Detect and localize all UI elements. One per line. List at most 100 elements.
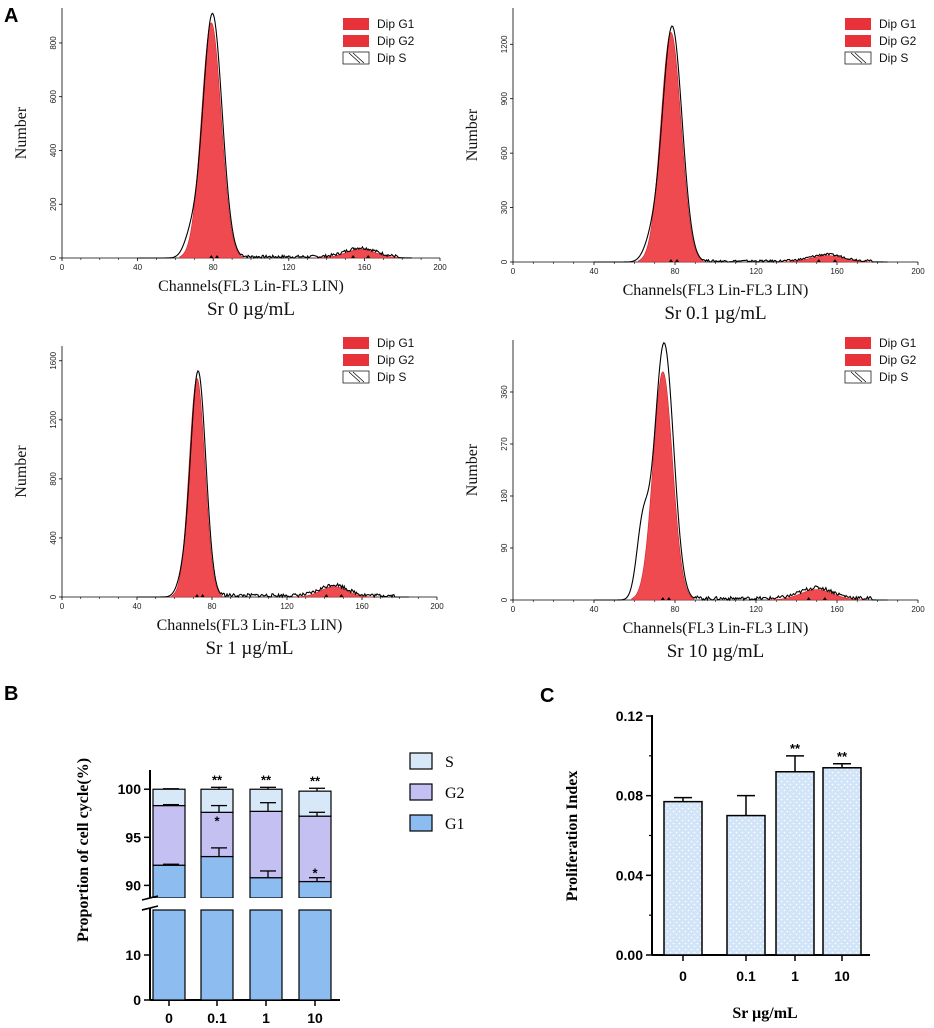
legend-label: Dip S — [879, 51, 908, 65]
legend-label: Dip G2 — [879, 34, 917, 48]
g1-peak-area — [631, 371, 695, 601]
baseline-marker — [209, 255, 214, 258]
baseline-marker — [214, 255, 219, 258]
stacked-bar-chart-b: 90951000100***0.1**1***10SG2G1Proportion… — [75, 752, 465, 1026]
baseline-marker — [668, 259, 673, 262]
total-outline — [137, 12, 412, 259]
y-tick-label: 800 — [49, 36, 58, 50]
bar-s — [152, 788, 186, 807]
y-tick-label: 600 — [49, 89, 58, 103]
x-tick-label: 40 — [133, 263, 142, 272]
x-tick-label: 0.1 — [207, 1010, 227, 1026]
y-tick-label: 0.00 — [616, 947, 643, 963]
axis-break-mark — [141, 895, 159, 901]
y-tick-label: 0.04 — [616, 867, 643, 883]
x-tick-label: 80 — [208, 602, 217, 611]
significance-star: ** — [837, 749, 848, 764]
y-tick-label: 0 — [49, 255, 58, 260]
x-tick-label: 120 — [749, 605, 763, 614]
legend-hatch-line — [348, 371, 361, 383]
histogram-sr-1: 0 40 80 120 160 200 0 400 800 1200 1600 Dip G1 Dip G… — [13, 336, 444, 659]
x-tick-label: 200 — [911, 605, 925, 614]
legend-label: G1 — [445, 816, 465, 833]
y-axis-label: Number — [464, 108, 481, 161]
bar-g1-lower — [152, 909, 186, 1001]
legend-label: Dip G1 — [377, 17, 415, 31]
legend-swatch-red — [845, 35, 871, 47]
y-tick-label: 0 — [49, 594, 58, 599]
legend-hatch-line — [854, 371, 867, 383]
legend-swatch-hatch — [342, 51, 370, 65]
panel-label-c: C — [540, 685, 554, 707]
significance-star: ** — [261, 772, 272, 787]
bar-g1-lower — [200, 909, 234, 1001]
legend-label: Dip G2 — [879, 353, 917, 367]
x-tick-label: 160 — [355, 602, 369, 611]
legend-swatch — [409, 783, 433, 801]
legend-swatch-red — [845, 354, 871, 366]
legend-swatch-hatch — [844, 370, 872, 384]
y-tick-label: 400 — [49, 531, 58, 545]
y-axis-label: Number — [13, 106, 30, 159]
legend-label: G2 — [445, 785, 465, 802]
g2-peak-area — [314, 249, 407, 259]
bar-g1 — [298, 880, 332, 899]
x-tick-label: 160 — [830, 267, 844, 276]
bar-g2 — [249, 810, 283, 879]
legend-swatch — [409, 814, 433, 832]
legend-label: Dip S — [377, 51, 406, 65]
y-tick-label: 0.12 — [616, 708, 643, 724]
subtitle: Sr 10 µg/mL — [667, 641, 765, 662]
bar — [726, 814, 766, 956]
x-tick-label: 120 — [280, 602, 294, 611]
legend-swatch — [409, 752, 433, 770]
y-axis-label: Number — [13, 445, 30, 498]
panel-label-b: B — [4, 683, 18, 705]
y-tick-label: 300 — [500, 200, 509, 214]
x-axis-label: Sr µg/mL — [732, 1005, 797, 1022]
x-tick-label: 40 — [590, 605, 599, 614]
x-tick-label: 1 — [791, 968, 799, 984]
legend-swatch-hatch — [844, 51, 872, 65]
baseline-marker — [822, 597, 827, 600]
significance-star: ** — [790, 741, 801, 756]
baseline-marker — [324, 594, 329, 597]
x-tick-label: 80 — [671, 267, 680, 276]
legend-swatch-red — [343, 354, 369, 366]
legend-hatch-line — [352, 371, 365, 383]
y-tick-label: 200 — [49, 197, 58, 211]
x-tick-label: 80 — [671, 605, 680, 614]
y-axis-label: Proportion of cell cycle(%) — [75, 758, 92, 942]
baseline-marker — [675, 259, 680, 262]
x-tick-label: 0 — [679, 968, 687, 984]
g2-peak-area — [294, 586, 374, 598]
g1-peak-area — [171, 378, 223, 598]
bar-g1-lower — [298, 909, 332, 1001]
legend-label: Dip G2 — [377, 34, 415, 48]
x-tick-label: 0 — [60, 602, 65, 611]
axis-break-mark — [141, 905, 159, 911]
x-tick-label: 200 — [911, 267, 925, 276]
y-tick-label: 0 — [500, 259, 509, 264]
bar-g2 — [152, 804, 186, 866]
y-tick-label: 270 — [500, 437, 509, 451]
legend-label: Dip G1 — [879, 336, 917, 350]
bar-s — [200, 788, 234, 813]
y-tick-label: 900 — [500, 91, 509, 105]
x-axis-label: Channels(FL3 Lin-FL3 LIN) — [158, 278, 344, 295]
y-tick-label: 0.08 — [616, 788, 643, 804]
x-axis-label: Channels(FL3 Lin-FL3 LIN) — [157, 617, 343, 634]
significance-star: ** — [212, 772, 223, 787]
baseline-marker — [832, 259, 837, 262]
x-axis-label: Channels(FL3 Lin-FL3 LIN) — [623, 620, 809, 637]
bar-g1 — [152, 864, 186, 899]
legend-hatch-line — [854, 52, 867, 64]
baseline-marker — [351, 255, 356, 258]
x-tick-label: 160 — [358, 263, 372, 272]
baseline-marker — [660, 597, 665, 600]
legend-swatch-red — [343, 18, 369, 30]
bar-g2 — [298, 815, 332, 883]
g1-peak-area — [179, 22, 244, 259]
histogram-sr-0: 0 40 80 120 160 200 0 200 400 600 800 Dip G1 Dip G2 D… — [13, 8, 447, 320]
